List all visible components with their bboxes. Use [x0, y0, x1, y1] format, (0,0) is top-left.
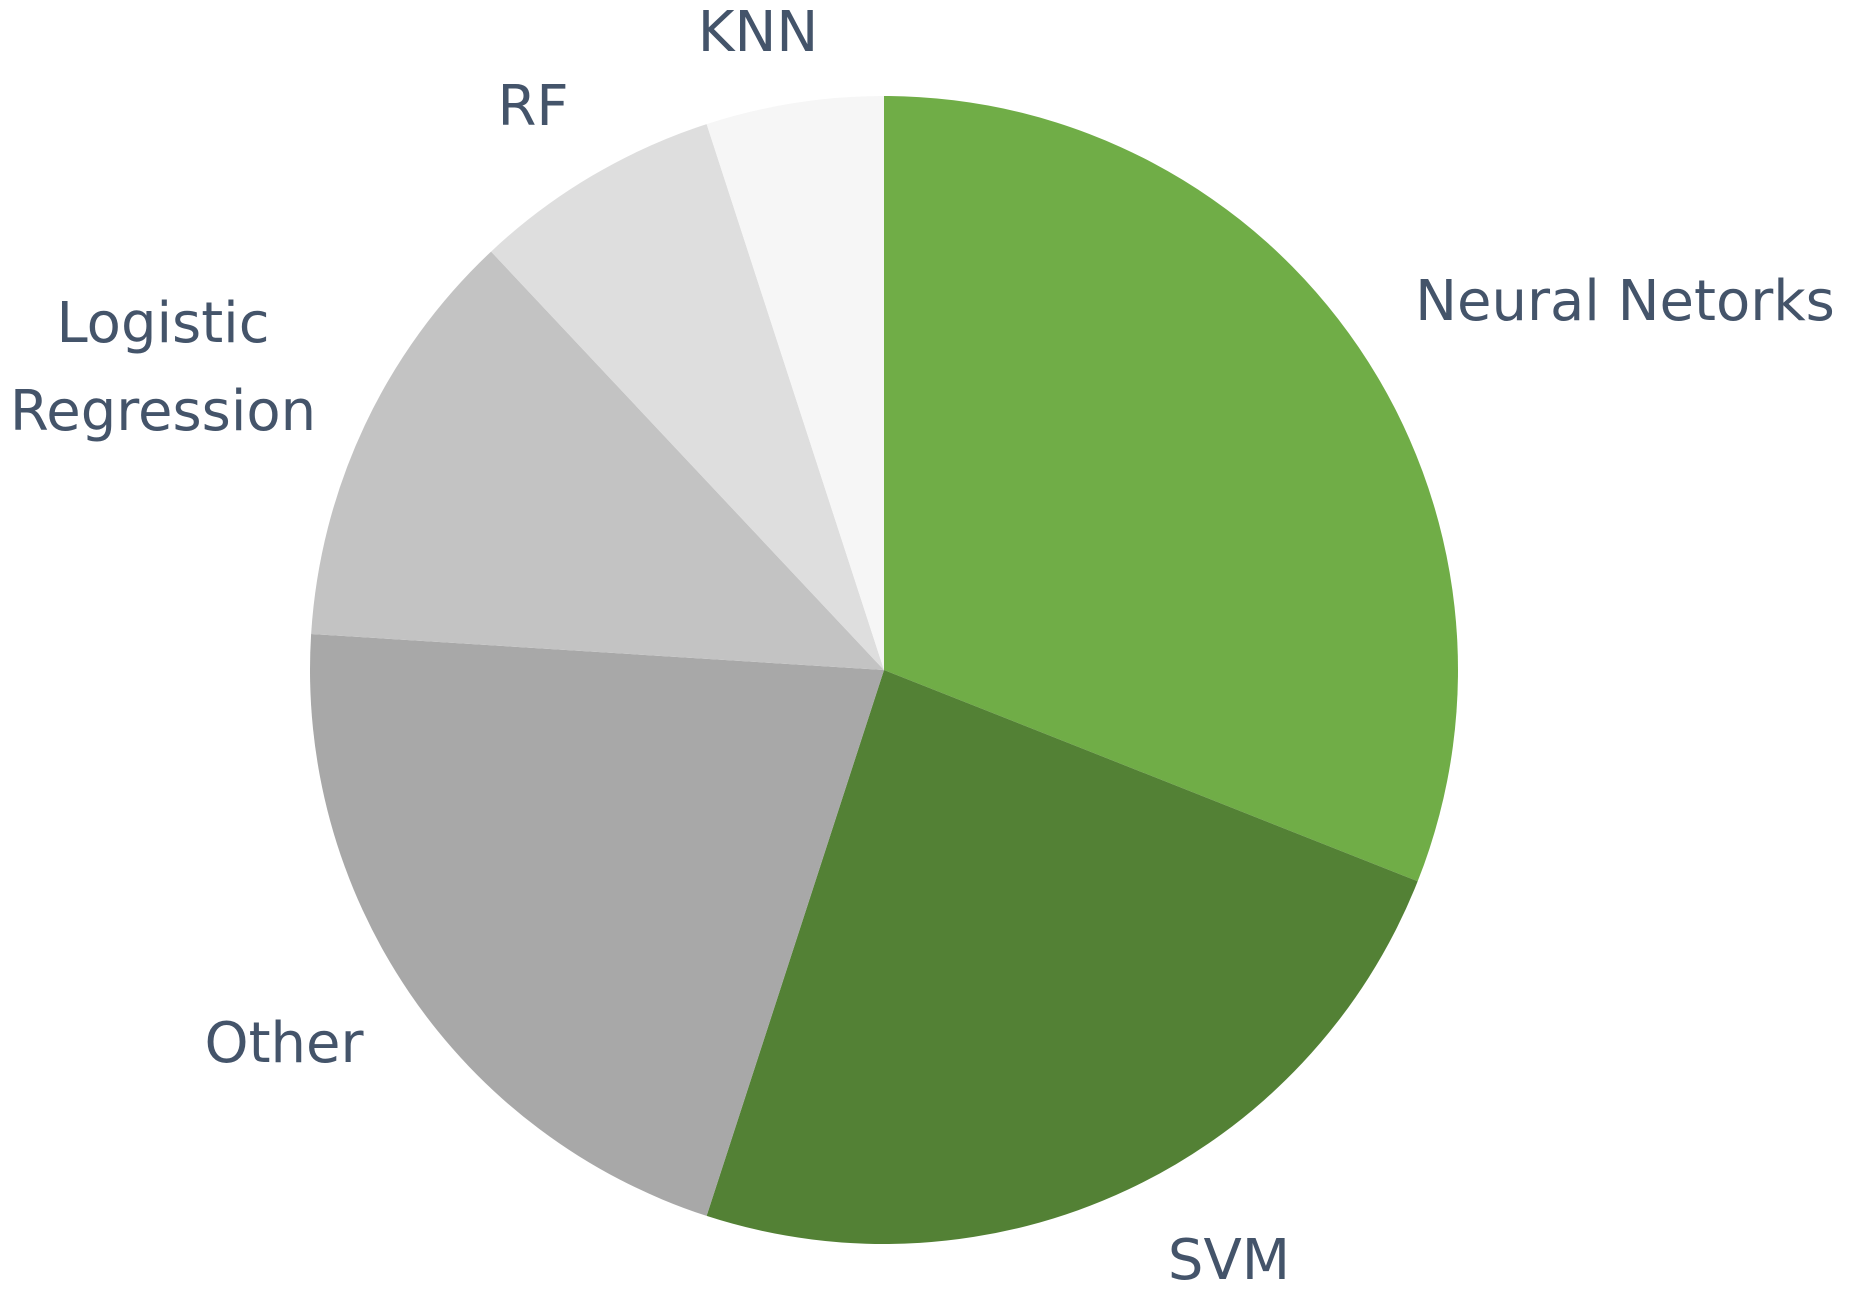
slice-label: Logistic Regression — [9, 291, 317, 444]
pie-slice — [491, 124, 884, 670]
slice-label: SVM — [1167, 1228, 1291, 1293]
pie-slice — [310, 633, 884, 1216]
pie-slice — [706, 670, 1418, 1244]
slice-label: Neural Netorks — [1415, 269, 1835, 334]
slice-label: RF — [497, 74, 569, 139]
pie-slice — [311, 251, 884, 670]
pie-slice — [884, 96, 1458, 882]
slice-label: Other — [204, 1011, 364, 1076]
pie-slice — [706, 96, 884, 670]
slice-label: KNN — [697, 0, 819, 65]
